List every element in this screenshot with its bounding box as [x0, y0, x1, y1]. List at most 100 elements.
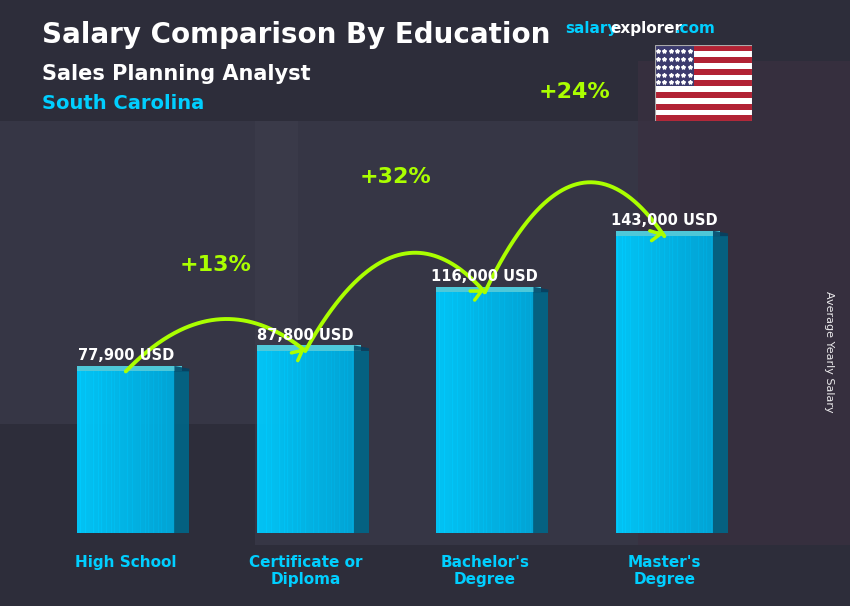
Bar — [653, 236, 655, 533]
Bar — [674, 236, 676, 533]
Bar — [168, 371, 170, 533]
Bar — [122, 371, 124, 533]
Bar — [529, 292, 530, 533]
Bar — [106, 371, 108, 533]
Bar — [173, 371, 175, 533]
Bar — [452, 292, 455, 533]
Bar — [273, 351, 275, 533]
Bar — [632, 236, 634, 533]
Bar — [292, 351, 294, 533]
Bar — [0, 121, 298, 424]
Bar — [651, 236, 654, 533]
Bar — [354, 351, 369, 533]
Bar — [275, 351, 276, 533]
Bar — [629, 236, 631, 533]
Bar — [283, 351, 285, 533]
Bar — [296, 351, 297, 533]
Bar — [116, 371, 118, 533]
Bar — [672, 236, 674, 533]
Bar — [456, 292, 457, 533]
Bar — [683, 236, 686, 533]
Bar — [516, 292, 518, 533]
Bar — [294, 351, 296, 533]
Bar — [619, 236, 620, 533]
Bar — [335, 351, 337, 533]
Bar — [500, 292, 501, 533]
Bar — [77, 371, 79, 533]
Bar — [649, 236, 652, 533]
Bar — [626, 236, 627, 533]
Bar — [300, 351, 303, 533]
Bar — [128, 371, 129, 533]
Bar — [706, 236, 708, 533]
Bar — [321, 351, 324, 533]
Bar — [654, 115, 752, 121]
Bar — [129, 371, 131, 533]
Bar — [448, 292, 450, 533]
Text: 116,000 USD: 116,000 USD — [432, 269, 538, 284]
Bar — [169, 371, 172, 533]
Bar — [635, 236, 638, 533]
Text: Certificate or
Diploma: Certificate or Diploma — [248, 555, 362, 587]
Bar — [142, 371, 144, 533]
Bar — [135, 371, 138, 533]
Bar — [615, 236, 618, 533]
Bar — [454, 292, 456, 533]
Bar — [637, 236, 638, 533]
Bar — [647, 236, 649, 533]
Bar — [171, 371, 173, 533]
Polygon shape — [534, 287, 548, 292]
Bar — [711, 236, 713, 533]
Bar — [137, 371, 139, 533]
Bar — [133, 371, 134, 533]
Text: Average Yearly Salary: Average Yearly Salary — [824, 291, 834, 412]
Bar — [466, 292, 468, 533]
Bar — [615, 231, 721, 236]
Bar — [713, 236, 728, 533]
Bar — [307, 351, 309, 533]
Text: +13%: +13% — [179, 255, 252, 275]
Bar — [126, 371, 128, 533]
Bar — [336, 351, 338, 533]
Bar — [103, 371, 105, 533]
Bar — [654, 57, 752, 63]
Bar — [81, 371, 82, 533]
Bar — [483, 292, 485, 533]
Bar — [475, 292, 477, 533]
Bar — [449, 292, 451, 533]
Bar — [633, 236, 636, 533]
Bar — [105, 371, 106, 533]
Bar — [654, 110, 752, 115]
Bar — [661, 236, 663, 533]
Bar — [436, 292, 438, 533]
Bar — [627, 236, 629, 533]
Bar — [710, 236, 711, 533]
Bar — [312, 351, 314, 533]
Bar — [509, 292, 511, 533]
Bar — [649, 236, 650, 533]
Bar — [676, 236, 677, 533]
Text: +32%: +32% — [360, 167, 431, 187]
Polygon shape — [354, 345, 369, 351]
Text: explorer: explorer — [610, 21, 683, 36]
Bar — [506, 292, 507, 533]
Bar — [257, 345, 361, 351]
Bar — [692, 236, 694, 533]
Bar — [665, 236, 666, 533]
Bar — [642, 236, 643, 533]
Bar — [152, 371, 154, 533]
Bar — [654, 81, 752, 86]
Bar — [144, 371, 145, 533]
Bar — [705, 236, 707, 533]
Bar — [165, 371, 167, 533]
Bar — [525, 292, 527, 533]
Bar — [491, 292, 493, 533]
Bar — [654, 63, 752, 68]
Bar — [121, 371, 123, 533]
Bar — [654, 98, 752, 104]
Bar — [156, 371, 158, 533]
Bar — [326, 351, 328, 533]
Text: +24%: +24% — [539, 82, 610, 102]
Bar — [530, 292, 532, 533]
Bar — [436, 287, 541, 292]
